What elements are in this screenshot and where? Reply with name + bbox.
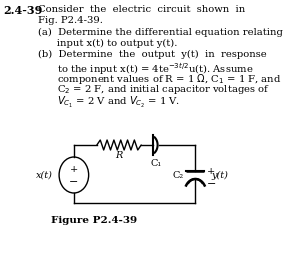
Text: (b)  Determine  the  output  y(t)  in  response: (b) Determine the output y(t) in respons…: [38, 50, 266, 59]
Text: component values of R = 1 $\Omega$, C$_1$ = 1 F, and: component values of R = 1 $\Omega$, C$_1…: [38, 72, 281, 86]
Text: R: R: [115, 151, 123, 160]
Text: C$_2$ = 2 F, and initial capacitor voltages of: C$_2$ = 2 F, and initial capacitor volta…: [38, 83, 270, 97]
Text: $V_{C_1}$ = 2 V and $V_{C_2}$ = 1 V.: $V_{C_1}$ = 2 V and $V_{C_2}$ = 1 V.: [38, 95, 180, 110]
Text: y(t): y(t): [211, 170, 228, 180]
Text: −: −: [207, 179, 216, 189]
Text: Fig. P2.4-39.: Fig. P2.4-39.: [38, 16, 103, 25]
Text: −: −: [69, 177, 78, 187]
Text: 2.4-39: 2.4-39: [3, 5, 43, 16]
Text: +: +: [70, 164, 78, 174]
Text: C₁: C₁: [150, 159, 162, 168]
Text: (a)  Determine the differential equation relating: (a) Determine the differential equation …: [38, 27, 283, 37]
Text: to the input x(t) = 4te$^{-3t/2}$u(t). Assume: to the input x(t) = 4te$^{-3t/2}$u(t). A…: [38, 61, 253, 77]
Text: input x(t) to output y(t).: input x(t) to output y(t).: [38, 39, 177, 48]
Text: C₂: C₂: [173, 171, 184, 180]
Text: Consider  the  electric  circuit  shown  in: Consider the electric circuit shown in: [38, 5, 245, 14]
Text: Figure P2.4-39: Figure P2.4-39: [51, 216, 137, 225]
Text: x(t): x(t): [36, 170, 53, 180]
Text: +: +: [207, 166, 215, 175]
